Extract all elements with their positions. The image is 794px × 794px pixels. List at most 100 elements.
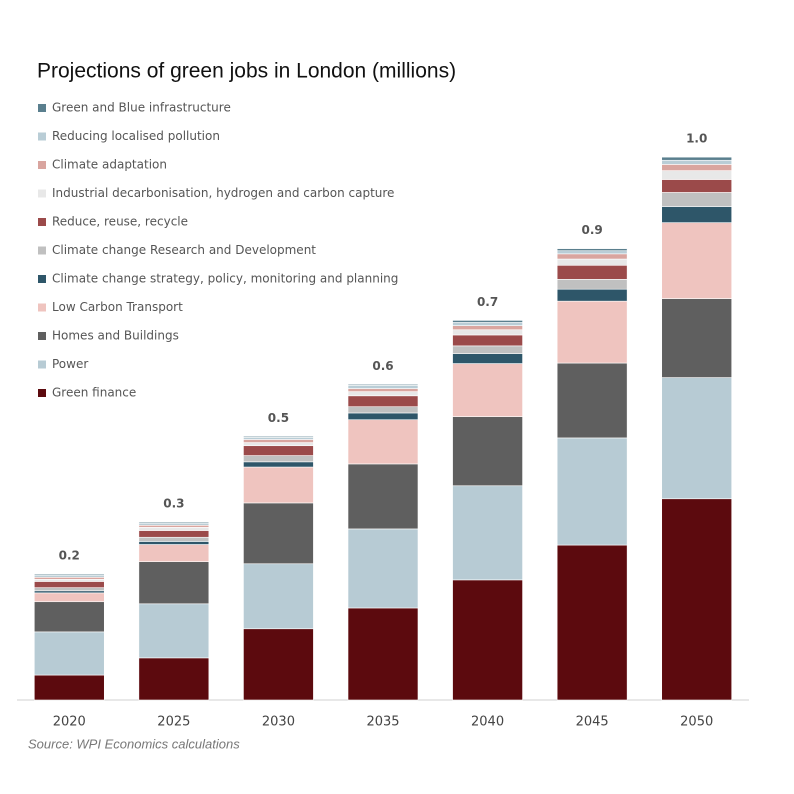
legend-swatch	[38, 189, 46, 198]
bar-segment	[452, 579, 523, 701]
bar-segment	[33, 573, 105, 576]
bar-segment	[452, 334, 523, 347]
bar-segment	[243, 466, 314, 504]
legend-swatch	[38, 389, 46, 397]
bar-segment	[556, 258, 628, 266]
bar-segment	[33, 579, 105, 582]
legend-swatch	[38, 104, 46, 112]
bar-segment	[243, 439, 314, 443]
bar-segment	[661, 222, 733, 299]
x-tick-label: 2025	[157, 715, 190, 730]
legend-swatch	[38, 332, 46, 340]
bar-segment	[347, 395, 419, 408]
bar-segment	[33, 631, 105, 676]
bar-segment	[138, 524, 210, 528]
bar-segment	[556, 288, 628, 302]
bar-segment	[138, 530, 210, 538]
bar-segment	[138, 522, 210, 526]
bar-segment	[138, 536, 210, 542]
total-label: 0.9	[582, 223, 603, 237]
bar-segment	[138, 527, 210, 531]
bar-segment	[243, 563, 314, 630]
bar-segment	[347, 385, 419, 389]
total-label: 0.3	[163, 497, 184, 511]
bar-segment	[661, 179, 733, 193]
bar-segment	[33, 592, 105, 603]
bar-segment	[243, 628, 314, 701]
bar-segment	[556, 250, 628, 255]
bar-segment	[661, 170, 733, 180]
bar-segment	[138, 544, 210, 562]
bar-segment	[452, 345, 523, 354]
bar-segment	[661, 192, 733, 207]
bar-segment	[556, 362, 628, 439]
bar-segment	[243, 455, 314, 463]
bar-segment	[33, 581, 105, 588]
total-label: 0.7	[477, 295, 498, 309]
bar-segment	[33, 601, 105, 633]
legend-label: Industrial decarbonisation, hydrogen and…	[52, 186, 394, 200]
bar-segment	[452, 329, 523, 336]
x-tick-label: 2045	[576, 715, 609, 730]
bar-segment	[243, 502, 314, 565]
bar-segment	[33, 590, 105, 594]
legend-swatch	[38, 246, 46, 255]
bar-segment	[452, 353, 523, 364]
bar-segment	[452, 363, 523, 417]
legend-swatch	[38, 218, 46, 226]
x-tick-label: 2020	[53, 715, 86, 730]
bar-segment	[347, 412, 419, 421]
bar-segment	[138, 541, 210, 545]
chart-title: Projections of green jobs in London (mil…	[37, 60, 456, 83]
bar-segment	[661, 298, 733, 378]
bar-segment	[556, 253, 628, 260]
total-label: 0.2	[59, 549, 80, 563]
bar-segment	[452, 322, 523, 326]
bar-segment	[556, 300, 628, 364]
x-tick-label: 2050	[680, 715, 713, 730]
legend-label: Climate change Research and Development	[52, 243, 316, 257]
bar-segment	[452, 325, 523, 331]
legend-label: Power	[52, 357, 88, 371]
bar-segment	[243, 442, 314, 447]
bar-segment	[347, 419, 419, 465]
bar-segment	[452, 416, 523, 487]
bar-segment	[243, 436, 314, 438]
bar-segment	[243, 437, 314, 440]
bar-segment	[138, 521, 210, 524]
bar-segment	[347, 388, 419, 392]
bar-segment	[556, 437, 628, 546]
legend-swatch	[38, 132, 46, 141]
legend-swatch	[38, 275, 46, 283]
legend-label: Green finance	[52, 386, 136, 400]
legend-label: Green and Blue infrastructure	[52, 101, 231, 115]
bar-segment	[33, 587, 105, 592]
legend-label: Climate change strategy, policy, monitor…	[52, 272, 398, 286]
bar-segment	[661, 156, 733, 161]
x-tick-label: 2040	[471, 715, 504, 730]
legend-label: Reduce, reuse, recycle	[52, 215, 188, 229]
legend-label: Climate adaptation	[52, 158, 167, 172]
x-tick-label: 2035	[366, 715, 399, 730]
bar-segment	[556, 264, 628, 280]
bar-segment	[243, 445, 314, 456]
bar-segment	[556, 248, 628, 252]
bar-segment	[452, 485, 523, 581]
bar-segment	[661, 377, 733, 500]
bar-segment	[347, 406, 419, 414]
bar-segment	[347, 607, 419, 701]
legend-label: Low Carbon Transport	[52, 300, 183, 314]
bar-segment	[33, 574, 105, 578]
bar-segment	[661, 206, 733, 223]
bar-segment	[661, 164, 733, 171]
bar-segment	[556, 279, 628, 290]
bar-segment	[347, 528, 419, 609]
total-label: 0.6	[372, 359, 393, 373]
x-tick-label: 2030	[262, 715, 295, 730]
bar-segment	[33, 674, 105, 701]
legend-label: Homes and Buildings	[52, 329, 179, 343]
bar-segment	[556, 544, 628, 701]
bar-segment	[347, 463, 419, 530]
source-note: Source: WPI Economics calculations	[28, 736, 240, 751]
